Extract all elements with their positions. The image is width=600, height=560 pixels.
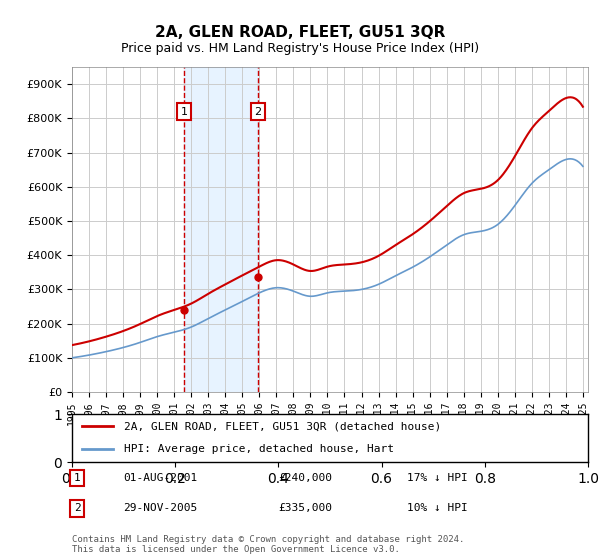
Text: £335,000: £335,000 — [278, 503, 332, 514]
Text: 2: 2 — [74, 503, 80, 514]
Text: HPI: Average price, detached house, Hart: HPI: Average price, detached house, Hart — [124, 444, 394, 454]
Text: £240,000: £240,000 — [278, 473, 332, 483]
Text: 17% ↓ HPI: 17% ↓ HPI — [407, 473, 468, 483]
Text: 2A, GLEN ROAD, FLEET, GU51 3QR (detached house): 2A, GLEN ROAD, FLEET, GU51 3QR (detached… — [124, 421, 441, 431]
Text: Price paid vs. HM Land Registry's House Price Index (HPI): Price paid vs. HM Land Registry's House … — [121, 42, 479, 55]
Text: 01-AUG-2001: 01-AUG-2001 — [124, 473, 198, 483]
Text: 2A, GLEN ROAD, FLEET, GU51 3QR: 2A, GLEN ROAD, FLEET, GU51 3QR — [155, 25, 445, 40]
Text: Contains HM Land Registry data © Crown copyright and database right 2024.
This d: Contains HM Land Registry data © Crown c… — [72, 535, 464, 554]
Text: 29-NOV-2005: 29-NOV-2005 — [124, 503, 198, 514]
Text: 2: 2 — [254, 106, 262, 116]
Text: 1: 1 — [181, 106, 188, 116]
Bar — [184, 67, 258, 392]
Text: 1: 1 — [74, 473, 80, 483]
Text: 10% ↓ HPI: 10% ↓ HPI — [407, 503, 468, 514]
